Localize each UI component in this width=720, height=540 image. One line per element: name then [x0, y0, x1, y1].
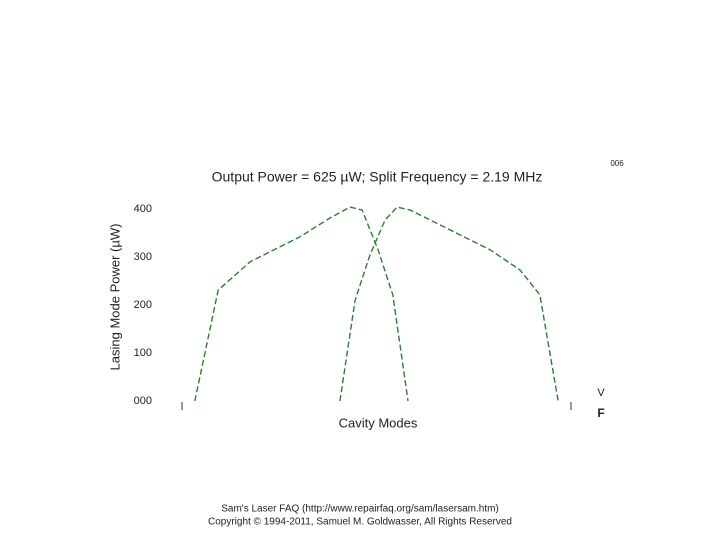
y-tick-label: 000	[134, 395, 152, 407]
corner-note: 006	[610, 159, 624, 168]
y-axis-label: Lasing Mode Power (µW)	[107, 224, 122, 371]
line-series	[339, 206, 559, 402]
footer-text: Copyright © 1994-2011, Samuel M. Goldwas…	[208, 517, 512, 528]
y-tick-label: 100	[134, 347, 152, 359]
side-mark: F	[597, 406, 604, 420]
y-tick-label: 300	[134, 251, 152, 263]
side-mark: V	[597, 387, 605, 399]
chart-title: Output Power = 625 µW; Split Frequency =…	[212, 169, 543, 185]
y-tick-label: 200	[134, 299, 152, 311]
footer-text: Sam's Laser FAQ (http://www.repairfaq.or…	[221, 504, 499, 515]
y-tick-label: 400	[134, 203, 152, 215]
x-axis-label: Cavity Modes	[339, 415, 418, 430]
